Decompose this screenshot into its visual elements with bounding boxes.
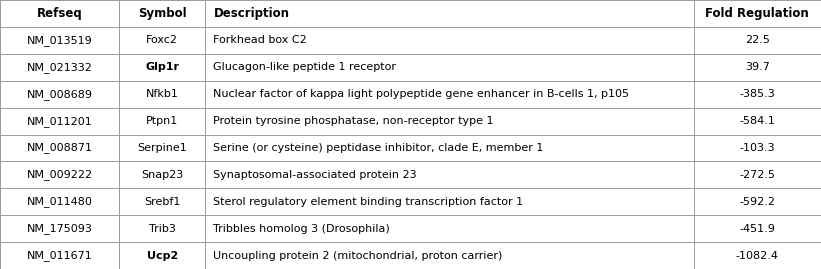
Text: NM_011480: NM_011480 (26, 196, 93, 207)
Text: Ucp2: Ucp2 (146, 250, 178, 261)
Text: -592.2: -592.2 (740, 197, 775, 207)
Text: NM_175093: NM_175093 (26, 223, 93, 234)
Text: Foxc2: Foxc2 (146, 35, 178, 45)
Text: 22.5: 22.5 (745, 35, 770, 45)
Text: Synaptosomal-associated protein 23: Synaptosomal-associated protein 23 (213, 170, 417, 180)
Text: Description: Description (213, 7, 290, 20)
Text: NM_013519: NM_013519 (26, 35, 93, 46)
Text: Refseq: Refseq (37, 7, 82, 20)
Text: Srebf1: Srebf1 (144, 197, 181, 207)
Text: NM_008689: NM_008689 (26, 89, 93, 100)
Text: Serine (or cysteine) peptidase inhibitor, clade E, member 1: Serine (or cysteine) peptidase inhibitor… (213, 143, 544, 153)
Text: Forkhead box C2: Forkhead box C2 (213, 35, 307, 45)
Text: NM_008871: NM_008871 (26, 143, 93, 153)
Text: Uncoupling protein 2 (mitochondrial, proton carrier): Uncoupling protein 2 (mitochondrial, pro… (213, 250, 502, 261)
Text: Glp1r: Glp1r (145, 62, 179, 72)
Text: Tribbles homolog 3 (Drosophila): Tribbles homolog 3 (Drosophila) (213, 224, 390, 234)
Text: NM_011201: NM_011201 (26, 116, 93, 126)
Text: NM_009222: NM_009222 (26, 169, 93, 180)
Text: -103.3: -103.3 (740, 143, 775, 153)
Text: Nfkb1: Nfkb1 (145, 89, 179, 99)
Text: -1082.4: -1082.4 (736, 250, 779, 261)
Text: Serpine1: Serpine1 (137, 143, 187, 153)
Text: NM_011671: NM_011671 (26, 250, 93, 261)
Text: Sterol regulatory element binding transcription factor 1: Sterol regulatory element binding transc… (213, 197, 524, 207)
Text: Nuclear factor of kappa light polypeptide gene enhancer in B-cells 1, p105: Nuclear factor of kappa light polypeptid… (213, 89, 630, 99)
Text: -451.9: -451.9 (740, 224, 775, 234)
Text: Protein tyrosine phosphatase, non-receptor type 1: Protein tyrosine phosphatase, non-recept… (213, 116, 494, 126)
Text: -385.3: -385.3 (740, 89, 775, 99)
Text: Glucagon-like peptide 1 receptor: Glucagon-like peptide 1 receptor (213, 62, 397, 72)
Text: -584.1: -584.1 (740, 116, 775, 126)
Text: Fold Regulation: Fold Regulation (705, 7, 810, 20)
Text: Symbol: Symbol (138, 7, 186, 20)
Text: NM_021332: NM_021332 (26, 62, 93, 73)
Text: 39.7: 39.7 (745, 62, 770, 72)
Text: Ptpn1: Ptpn1 (146, 116, 178, 126)
Text: Snap23: Snap23 (141, 170, 183, 180)
Text: -272.5: -272.5 (740, 170, 775, 180)
Text: Trib3: Trib3 (149, 224, 176, 234)
